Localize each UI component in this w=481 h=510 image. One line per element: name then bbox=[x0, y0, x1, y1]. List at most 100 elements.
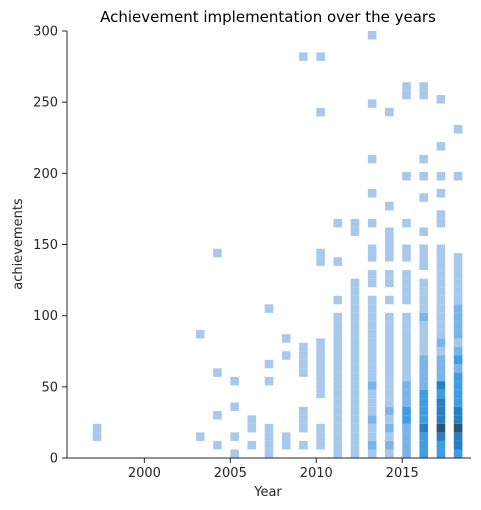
heatmap-cell bbox=[367, 449, 377, 458]
heatmap-cell bbox=[385, 423, 394, 433]
heatmap-cell bbox=[92, 423, 102, 433]
heatmap-cell bbox=[385, 346, 394, 356]
heatmap-cell bbox=[316, 432, 325, 441]
heatmap-cell bbox=[436, 142, 446, 151]
heatmap-cell bbox=[402, 253, 411, 262]
heatmap-cell bbox=[264, 432, 274, 441]
heatmap-cells bbox=[92, 31, 463, 458]
heatmap-cell bbox=[419, 423, 429, 433]
heatmap-cell bbox=[419, 295, 429, 305]
heatmap-cell bbox=[333, 295, 343, 305]
heatmap-cell bbox=[299, 342, 308, 352]
heatmap-cell bbox=[402, 364, 411, 373]
heatmap-cell bbox=[247, 423, 257, 433]
heatmap-cell bbox=[419, 287, 429, 296]
heatmap-cell bbox=[402, 406, 411, 416]
x-tick-label: 2010 bbox=[300, 466, 333, 481]
heatmap-cell bbox=[316, 364, 325, 373]
heatmap-cell bbox=[436, 244, 446, 254]
heatmap-cell bbox=[385, 415, 394, 424]
heatmap-cell bbox=[333, 406, 343, 416]
heatmap-cell bbox=[350, 415, 360, 424]
heatmap-cell bbox=[402, 270, 411, 279]
heatmap-cell bbox=[350, 287, 360, 296]
heatmap-cell bbox=[316, 346, 325, 356]
heatmap-cell bbox=[367, 188, 377, 198]
heatmap-cell bbox=[350, 389, 360, 399]
heatmap-cell bbox=[367, 346, 377, 356]
heatmap-cell bbox=[453, 338, 463, 347]
heatmap-cell bbox=[333, 398, 343, 407]
heatmap-cell bbox=[419, 193, 429, 202]
heatmap-cell bbox=[350, 278, 360, 288]
heatmap-cell bbox=[436, 406, 446, 416]
heatmap-cell bbox=[385, 389, 394, 399]
heatmap-cell bbox=[333, 372, 343, 382]
heatmap-cell bbox=[385, 372, 394, 382]
heatmap-cell bbox=[402, 449, 411, 458]
heatmap-cell bbox=[419, 398, 429, 407]
heatmap-cell bbox=[453, 312, 463, 322]
heatmap-cell bbox=[453, 389, 463, 399]
heatmap-cell bbox=[419, 389, 429, 399]
heatmap-cell bbox=[350, 398, 360, 407]
heatmap-cell bbox=[419, 154, 429, 164]
heatmap-cell bbox=[316, 372, 325, 382]
heatmap-cell bbox=[436, 287, 446, 296]
heatmap-cell bbox=[402, 338, 411, 347]
heatmap-cell bbox=[436, 218, 446, 228]
heatmap-cell bbox=[367, 304, 377, 313]
heatmap-cell bbox=[453, 449, 463, 458]
heatmap-cell bbox=[402, 423, 411, 433]
heatmap-cell bbox=[453, 432, 463, 441]
heatmap-cell bbox=[419, 329, 429, 339]
heatmap-cell bbox=[367, 440, 377, 450]
heatmap-cell bbox=[453, 355, 463, 365]
heatmap-cell bbox=[367, 312, 377, 322]
heatmap-cell bbox=[367, 253, 377, 262]
heatmap-cell bbox=[385, 355, 394, 365]
heatmap-cell bbox=[419, 321, 429, 330]
heatmap-cell bbox=[367, 244, 377, 254]
y-tick-label: 250 bbox=[33, 96, 58, 111]
y-tick-label: 0 bbox=[50, 452, 58, 467]
heatmap-cell bbox=[316, 423, 325, 433]
y-tick-label: 300 bbox=[33, 25, 58, 40]
x-tick-label: 2005 bbox=[214, 466, 247, 481]
heatmap-cell bbox=[385, 440, 394, 450]
heatmap-cell bbox=[333, 364, 343, 373]
y-tick-label: 200 bbox=[33, 167, 58, 182]
heatmap-cell bbox=[402, 171, 411, 181]
heatmap-cell bbox=[402, 90, 411, 100]
heatmap-cell bbox=[436, 372, 446, 382]
heatmap-cell bbox=[333, 321, 343, 330]
heatmap-cell bbox=[419, 261, 429, 271]
heatmap-cell bbox=[419, 432, 429, 441]
heatmap-cell bbox=[402, 329, 411, 339]
heatmap-cell bbox=[367, 389, 377, 399]
heatmap-cell bbox=[316, 389, 325, 399]
heatmap-cell bbox=[350, 218, 360, 228]
heatmap-cell bbox=[436, 423, 446, 433]
heatmap-cell bbox=[264, 440, 274, 450]
heatmap-cell bbox=[247, 440, 257, 450]
heatmap-cell bbox=[419, 406, 429, 416]
heatmap-cell bbox=[367, 278, 377, 288]
heatmap-cell bbox=[419, 449, 429, 458]
heatmap-cell bbox=[385, 227, 394, 236]
heatmap-cell bbox=[264, 376, 274, 386]
heatmap-cell bbox=[195, 432, 205, 441]
heatmap-cell bbox=[402, 398, 411, 407]
heatmap-cell bbox=[264, 304, 274, 313]
heatmap-cell bbox=[453, 278, 463, 288]
heatmap-cell bbox=[402, 287, 411, 296]
heatmap-cell bbox=[402, 415, 411, 424]
heatmap-cell bbox=[385, 432, 394, 441]
heatmap-cell bbox=[453, 287, 463, 296]
heatmap-cell bbox=[350, 312, 360, 322]
heatmap-cell bbox=[367, 218, 377, 228]
heatmap-cell bbox=[436, 171, 446, 181]
y-axis-label: achievements bbox=[11, 198, 26, 290]
heatmap-cell bbox=[453, 440, 463, 450]
heatmap-cell bbox=[350, 346, 360, 356]
